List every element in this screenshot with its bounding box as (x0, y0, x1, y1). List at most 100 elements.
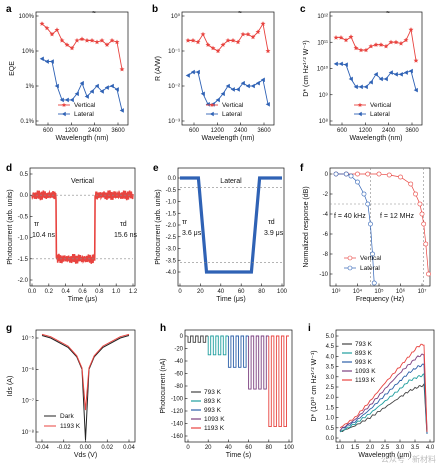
panel-c-ytick-label: 10⁹ (319, 92, 329, 99)
panel-label-i: i (308, 323, 311, 334)
panel-h-legend-label: 993 K (204, 407, 222, 414)
panel-f-ytick-label: -6 (323, 232, 329, 238)
panel-d-ytick-label: -1.5 (18, 257, 29, 263)
panel-h-ytick-label: -100 (171, 397, 184, 403)
panel-a-lateral-point (109, 83, 114, 89)
panel-b-lateral-point (235, 87, 240, 92)
panel-a-lateral-point (114, 87, 119, 92)
panel-i-xtick-label: 3.5 (411, 445, 420, 451)
panel-e-tau-r-label: τr (182, 219, 188, 226)
panel-label-e: e (153, 163, 159, 174)
panel-i-ylabel: D* (10¹⁰ cm Hz¹ᐟ² W⁻¹) (310, 350, 318, 421)
panel-i-ytick-label: 4.0 (326, 354, 335, 360)
panel-d-photocurrent-trace (31, 189, 134, 264)
panel-f-lateral-point (355, 179, 360, 185)
panel-h-series-0-trace (187, 335, 209, 343)
panel-a-lateral-point (94, 83, 99, 89)
panel-a-ylabel: EQE (9, 61, 16, 76)
panel-a-legend-label: Vertical (74, 102, 96, 109)
panel-i-ytick-label: 4.5 (326, 344, 335, 350)
panel-a-vertical-point (109, 37, 115, 43)
panel-b-vertical-point (255, 29, 261, 35)
panel-d-xtick-label: 1.2 (129, 289, 138, 295)
panel-e-xtick-label: 60 (238, 289, 245, 295)
panel-d-ytick-label: -1.0 (18, 236, 29, 242)
panel-a-vertical-point (84, 37, 90, 43)
plot-frame-a (35, 11, 129, 126)
panel-e-title: Lateral (220, 178, 242, 185)
panel-c-lateral-point (413, 87, 418, 93)
panel-label-f: f (300, 163, 304, 174)
panel-f-ytick-label: -8 (323, 252, 329, 258)
panel-e-ytick-label: -4.0 (166, 270, 177, 276)
panel-f-vertical-point (417, 201, 423, 207)
panel-c-lateral-point (363, 84, 368, 90)
panel-f-legend-marker (347, 255, 353, 261)
panel-c-lateral-point (343, 62, 348, 67)
panel-f-lateral-point (343, 171, 349, 177)
panel-e-ytick-label: 0.0 (168, 176, 177, 182)
panel-g-ytick-label: 10⁻⁵ (22, 335, 35, 342)
panel-c-vertical-point (363, 47, 369, 53)
panel-c-lateral-point (338, 61, 343, 67)
panel-a-legend-marker (61, 102, 67, 107)
panel-a-lateral-point (104, 85, 109, 90)
panel-f-vertical-point (408, 181, 414, 187)
panel-i-ytick-label: 1.5 (326, 405, 335, 411)
panel-a-legend-label: Lateral (74, 111, 94, 118)
panel-b-xlabel: Wavelength (nm) (201, 135, 254, 142)
panel-e-ylabel: Photocurrent (arb. units) (155, 189, 162, 264)
panel-h-legend-label: 1093 K (204, 416, 225, 423)
panel-b-lateral-point (245, 83, 250, 89)
panel-c-lateral-point (368, 79, 373, 85)
panel-h-ytick-label: -120 (171, 409, 184, 415)
panel-c-lateral-point (353, 84, 358, 90)
panel-c-ytick-label: 10¹⁰ (317, 66, 329, 73)
panel-label-d: d (6, 163, 12, 174)
panel-a-xtick-label: 600 (43, 128, 54, 134)
panel-b-vertical-point (195, 39, 201, 45)
panel-b-lateral-point (225, 83, 230, 89)
panel-a-ytick-label: 1% (25, 84, 34, 90)
panel-h-series-3-trace (248, 335, 269, 390)
panel-d-ylabel: Photocurrent (arb. units) (7, 189, 14, 264)
panel-d-xtick-label: 0.2 (45, 289, 54, 295)
panel-label-a: a (6, 4, 12, 15)
panel-a-lateral-point (64, 97, 69, 103)
panel-f-ytick-label: 0 (325, 172, 329, 178)
panel-b-vertical-point (215, 48, 221, 54)
panel-a-lateral-point (49, 59, 54, 64)
panel-a-lateral-point (99, 89, 104, 94)
panel-f-vertical-point (355, 171, 360, 177)
plot-frame-e (177, 167, 285, 287)
panel-a-vertical-point (94, 39, 100, 45)
panel-c-lateral-point (373, 72, 378, 77)
panel-c-xtick-label: 3600 (405, 128, 419, 134)
panel-g-xtick-label: 0.04 (123, 445, 135, 451)
panel-f-lateral-point (333, 171, 339, 177)
panel-b-ytick-label: 10⁻³ (168, 119, 180, 125)
panel-c-lateral-point (348, 76, 353, 82)
panel-b-vertical-point (235, 39, 241, 45)
panel-c-lateral-point (383, 76, 388, 82)
panel-c-vertical-point (373, 42, 379, 47)
panel-f-lateral-point (348, 173, 354, 179)
panel-f-legend-label: Lateral (360, 265, 380, 272)
panel-a-vertical-point (114, 39, 120, 45)
panel-a-vertical-point (69, 45, 75, 51)
plot-frame-g (35, 329, 136, 443)
panel-h-ytick-label: -20 (174, 347, 183, 353)
panel-f-xlabel: Frequency (Hz) (356, 296, 404, 303)
panel-f-vertical-point (421, 221, 427, 227)
panel-f-legend-label: Vertical (360, 255, 382, 262)
panel-d-xtick-label: 0.8 (95, 289, 104, 295)
panel-f-lateral-point (368, 221, 373, 227)
panel-c-vertical-point (383, 43, 389, 49)
panel-f-ytick-label: -4 (323, 212, 329, 218)
panel-b-lateral-point (220, 91, 225, 97)
panel-i-legend-label: 993 K (355, 359, 373, 366)
panel-c-vertical-point (368, 43, 374, 49)
panel-h-ylabel: Photocurrent (nA) (160, 358, 167, 413)
panel-a-ytick-label: 0.1% (20, 119, 34, 125)
panel-c-vertical-point (358, 47, 364, 53)
